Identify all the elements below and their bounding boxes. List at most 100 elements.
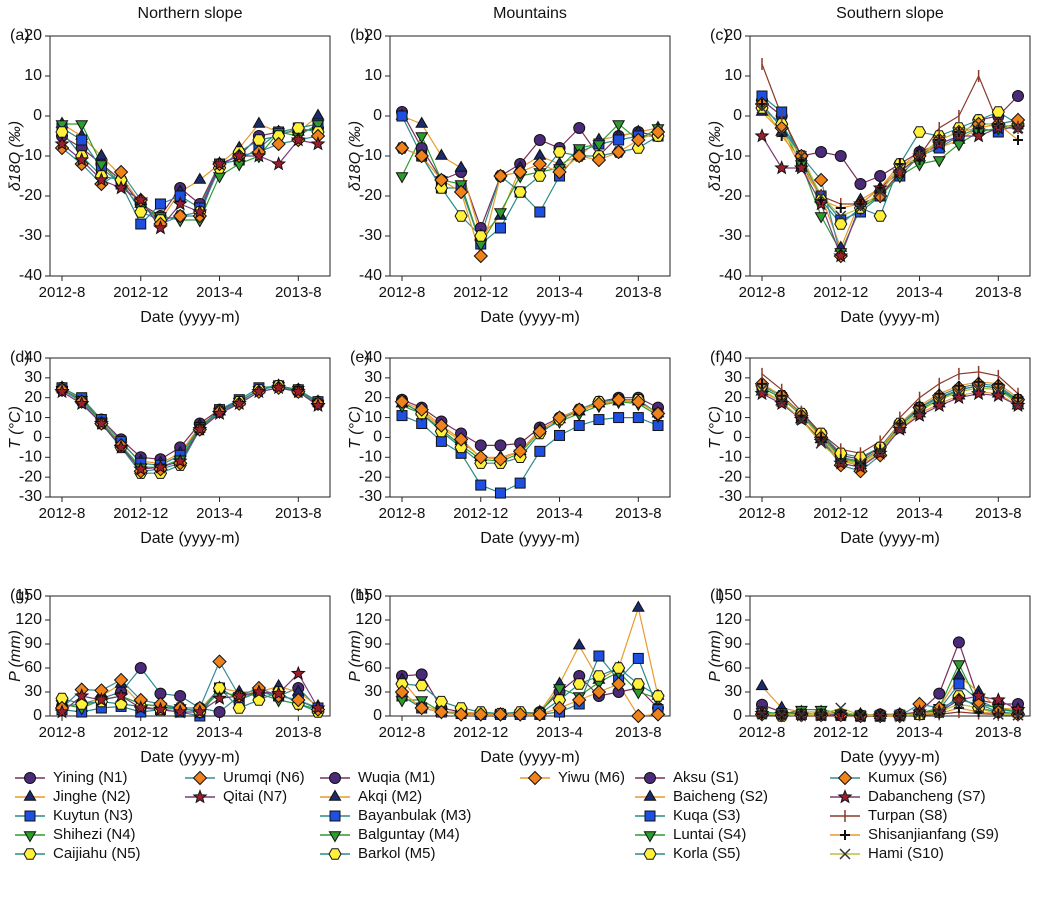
y-tick-label: 10 xyxy=(724,67,742,84)
marker xyxy=(651,690,665,702)
y-tick-label: 90 xyxy=(724,635,742,652)
panel-label: (b) xyxy=(350,27,370,44)
marker xyxy=(613,412,625,424)
y-tick-label: 60 xyxy=(724,659,742,676)
x-tick-label: 2013-8 xyxy=(275,724,322,741)
x-axis-label: Date (yyyy-m) xyxy=(480,749,580,766)
legend-label: Urumqi (N6) xyxy=(223,769,305,786)
marker xyxy=(776,390,787,401)
marker xyxy=(192,421,208,436)
y-tick-label: -10 xyxy=(719,147,742,164)
marker xyxy=(813,172,829,188)
marker xyxy=(291,692,306,708)
x-axis-label: Date (yyyy-m) xyxy=(140,530,240,547)
y-tick-label: 20 xyxy=(724,389,742,406)
marker xyxy=(75,120,89,132)
marker xyxy=(973,702,985,714)
marker xyxy=(571,148,587,164)
marker xyxy=(839,848,851,860)
marker xyxy=(415,679,429,692)
marker xyxy=(573,122,586,134)
marker xyxy=(1012,90,1024,102)
x-tick-label: 2012-12 xyxy=(813,284,868,301)
y-tick-label: 60 xyxy=(24,659,42,676)
x-axis-label: Date (yyyy-m) xyxy=(140,749,240,766)
marker xyxy=(644,772,656,784)
marker xyxy=(874,445,886,457)
marker xyxy=(310,397,326,412)
marker xyxy=(837,770,853,786)
marker xyxy=(933,134,945,146)
series-line xyxy=(761,393,1019,468)
marker xyxy=(75,698,89,710)
legend-label: Shihezi (N4) xyxy=(53,826,136,843)
y-tick-label: 0 xyxy=(373,107,382,124)
marker xyxy=(252,134,266,146)
marker xyxy=(474,230,488,242)
y-tick-label: 30 xyxy=(364,683,382,700)
marker xyxy=(756,708,768,720)
legend-label: Caijiahu (N5) xyxy=(53,845,141,862)
marker xyxy=(310,700,326,715)
y-tick-label: -10 xyxy=(19,449,42,466)
marker xyxy=(494,487,506,499)
x-tick-label: 2013-4 xyxy=(536,284,583,301)
marker xyxy=(213,706,226,718)
y-tick-label: -30 xyxy=(19,488,42,505)
marker xyxy=(434,418,449,433)
marker xyxy=(571,692,587,708)
marker xyxy=(113,164,129,180)
legend-label: Baicheng (S2) xyxy=(673,788,768,805)
marker xyxy=(232,702,246,714)
y-tick-label: 0 xyxy=(733,107,742,124)
x-tick-label: 2012-12 xyxy=(113,505,168,522)
panel-label: (a) xyxy=(10,27,30,44)
marker xyxy=(153,701,168,717)
marker xyxy=(231,395,247,411)
marker xyxy=(24,810,36,822)
marker xyxy=(435,435,447,447)
plot-frame xyxy=(389,357,671,498)
marker xyxy=(815,190,827,202)
marker xyxy=(74,395,90,410)
marker xyxy=(114,698,128,710)
marker xyxy=(992,708,1004,720)
marker xyxy=(612,120,626,132)
y-tick-label: 90 xyxy=(24,635,42,652)
marker xyxy=(271,136,286,152)
marker xyxy=(756,384,768,396)
marker xyxy=(592,140,606,152)
legend-label: Yiwu (M6) xyxy=(558,769,625,786)
marker xyxy=(93,415,109,430)
y-tick-label: 0 xyxy=(33,707,42,724)
panel-label: (e) xyxy=(350,349,370,366)
legend-label: Balguntay (M4) xyxy=(358,826,460,843)
y-tick-label: 20 xyxy=(364,389,382,406)
panel-label: (f) xyxy=(710,349,725,366)
marker xyxy=(814,212,828,224)
marker xyxy=(54,136,70,151)
marker xyxy=(532,424,548,439)
marker xyxy=(193,172,207,184)
panel-title: Northern slope xyxy=(138,5,243,22)
y-tick-label: 40 xyxy=(724,349,742,366)
x-tick-label: 2012-12 xyxy=(113,724,168,741)
marker xyxy=(552,410,567,425)
marker xyxy=(835,702,847,714)
y-tick-label: 20 xyxy=(364,27,382,44)
y-tick-label: -30 xyxy=(359,488,382,505)
marker xyxy=(434,172,449,188)
y-tick-label: 30 xyxy=(364,369,382,386)
series-line xyxy=(761,387,1019,462)
marker xyxy=(172,208,188,224)
marker xyxy=(992,384,1004,396)
marker xyxy=(192,204,208,219)
marker xyxy=(174,690,187,702)
legend-label: Aksu (S1) xyxy=(673,769,739,786)
panel-label: (i) xyxy=(710,587,724,604)
legend-label: Barkol (M5) xyxy=(358,845,436,862)
y-tick-label: 10 xyxy=(364,67,382,84)
x-tick-label: 2012-12 xyxy=(813,724,868,741)
marker xyxy=(23,831,37,843)
marker xyxy=(212,654,227,669)
